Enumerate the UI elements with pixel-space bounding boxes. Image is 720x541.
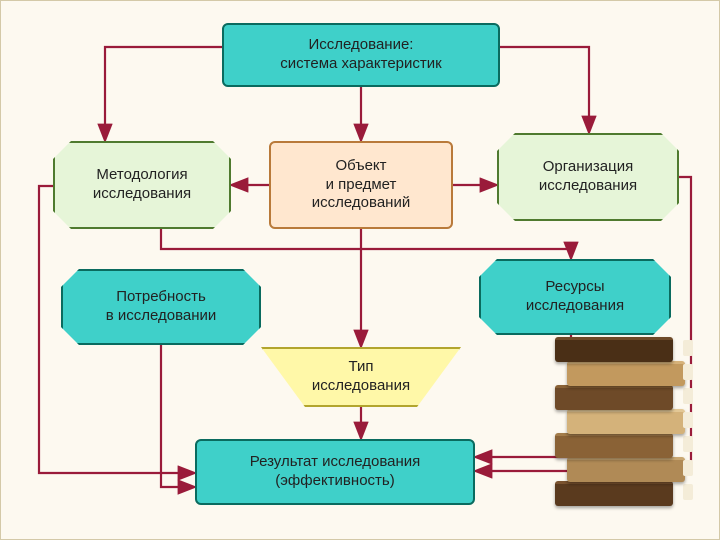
label: Исследование:система характеристик <box>280 36 441 74</box>
label: Методологияисследования <box>93 166 191 204</box>
label: Объекти предметисследований <box>312 157 410 213</box>
label: Типисследования <box>312 358 410 396</box>
node-organization: Организацияисследования <box>497 133 679 221</box>
diagram-canvas: Исследование:система характеристик Метод… <box>0 0 720 540</box>
node-research-system: Исследование:система характеристик <box>222 23 500 87</box>
node-need: Потребностьв исследовании <box>61 269 261 345</box>
label: Потребностьв исследовании <box>106 288 217 326</box>
node-result: Результат исследования(эффективность) <box>195 439 475 505</box>
label: Организацияисследования <box>539 158 637 196</box>
books-image <box>557 309 695 505</box>
node-type: Типисследования <box>261 347 461 407</box>
label: Результат исследования(эффективность) <box>250 453 421 491</box>
node-object-subject: Объекти предметисследований <box>269 141 453 229</box>
node-methodology: Методологияисследования <box>53 141 231 229</box>
